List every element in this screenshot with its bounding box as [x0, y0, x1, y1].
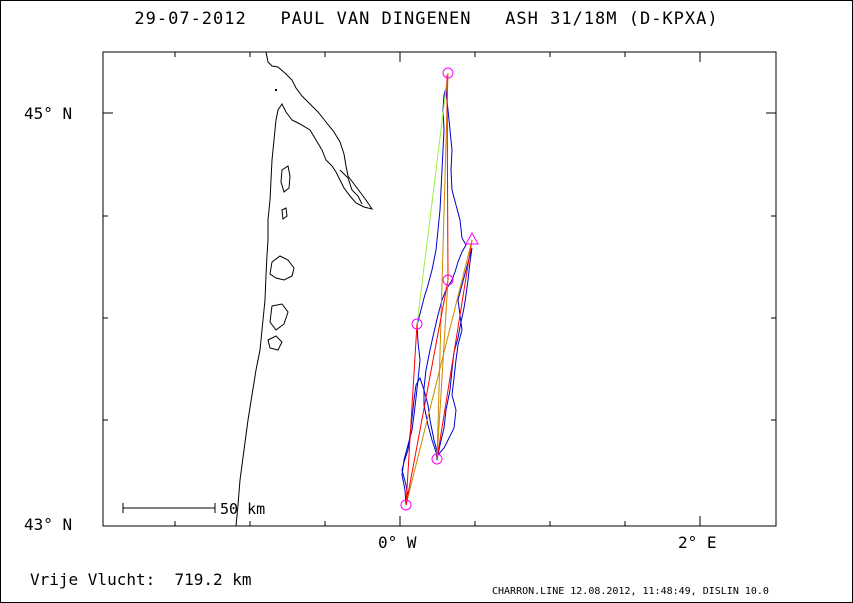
map-title: 29-07-2012 PAUL VAN DINGENEN ASH 31/18M …: [134, 9, 719, 29]
circle-icon: [442, 274, 454, 286]
lat-label-45n: 45° N: [24, 104, 73, 123]
lon-label-2e: 2° E: [678, 533, 717, 552]
circle-icon: [411, 318, 423, 330]
turnpoints: [400, 67, 479, 511]
bay-inlet: [339, 169, 363, 205]
flight-track: [401, 72, 473, 506]
axis-ticks: [103, 52, 776, 526]
lake: [281, 207, 288, 220]
task-legs: [405, 72, 473, 506]
coastline: [235, 51, 374, 527]
lake: [269, 255, 295, 281]
lake: [280, 165, 291, 193]
lat-label-43n: 43° N: [24, 515, 73, 534]
plot-box: [102, 51, 777, 527]
scale-bar-label: 50 km: [220, 500, 266, 518]
circle-icon: [400, 499, 412, 511]
summary-distance: 719.2 km: [174, 570, 252, 589]
lon-label-0w: 0° W: [378, 533, 417, 552]
summary-label: Vrije Vlucht:: [30, 570, 156, 589]
scale-bar: [122, 503, 216, 513]
footer-credit: CHARRON.LINE 12.08.2012, 11:48:49, DISLI…: [492, 586, 769, 597]
circle-icon: [442, 67, 454, 79]
lake: [267, 335, 283, 351]
circle-icon: [431, 453, 443, 465]
lake: [269, 303, 289, 331]
free-flight-summary: Vrije Vlucht: 719.2 km: [30, 570, 252, 589]
triangle-icon: [465, 231, 479, 245]
coast-dot: [275, 89, 277, 91]
